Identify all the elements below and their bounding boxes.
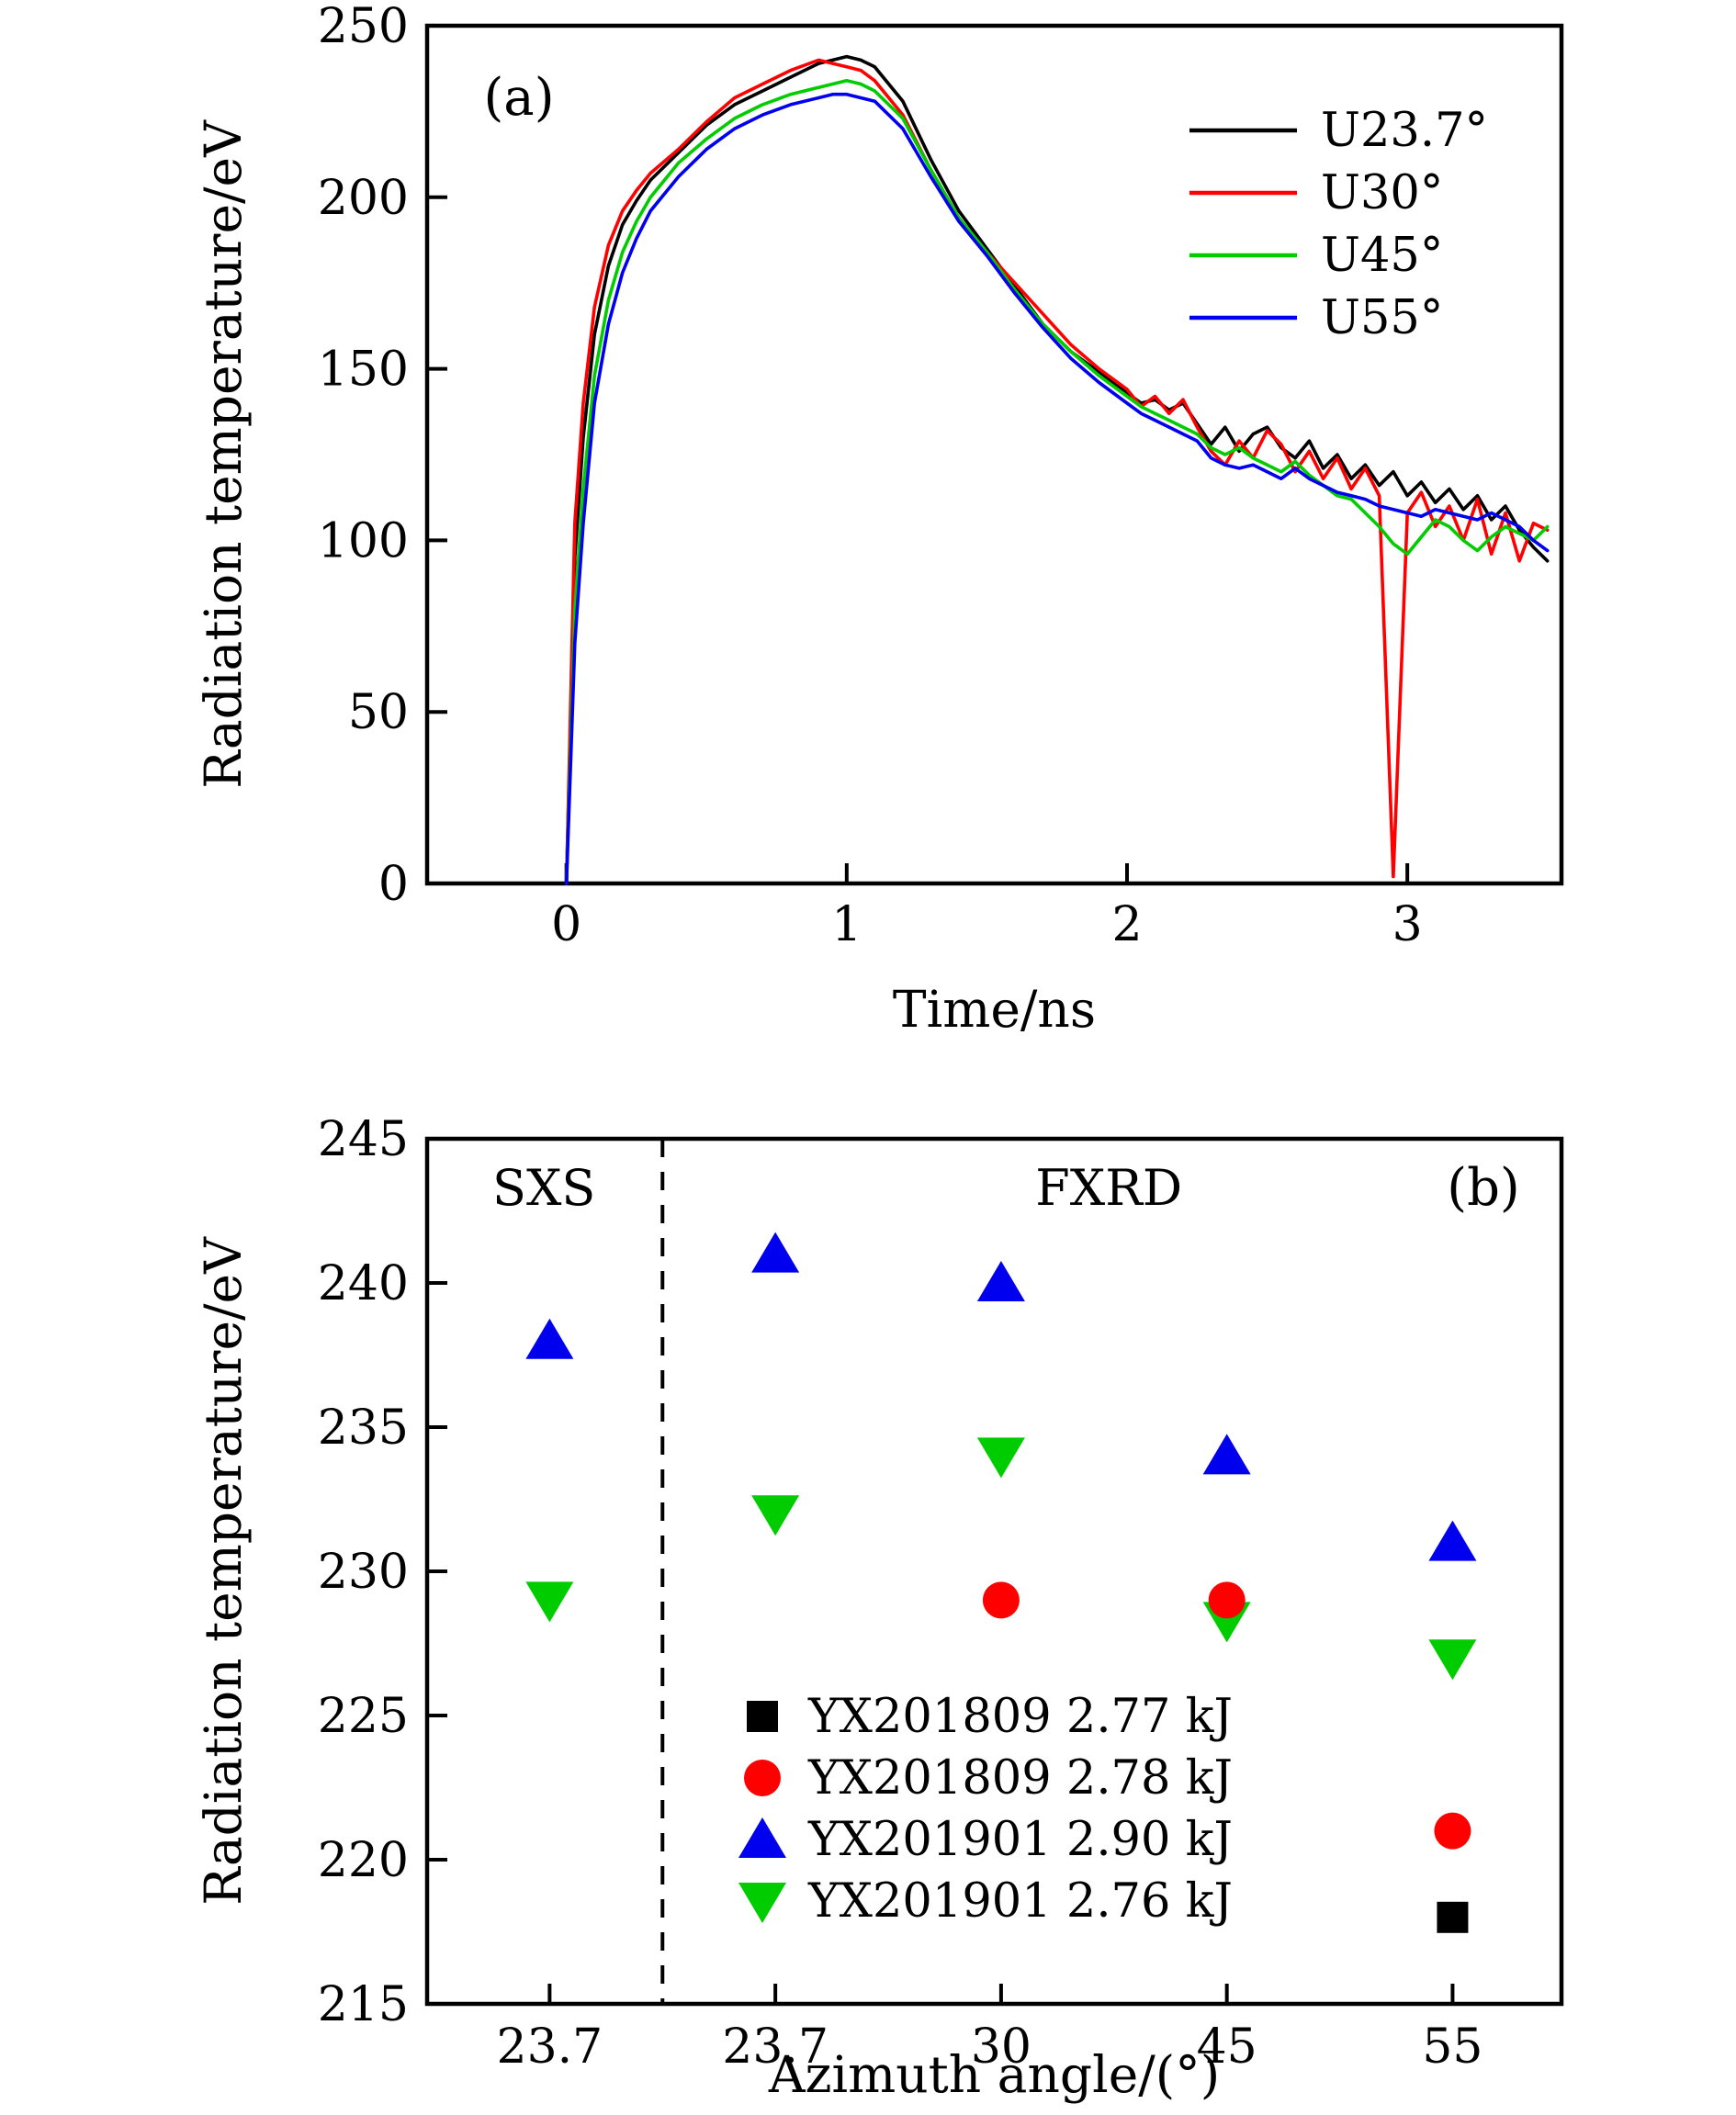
x-axis-title-a: Time/ns [893,980,1096,1039]
y-tick-label: 50 [348,685,409,740]
x-tick-label: 30 [971,2019,1031,2075]
panel-b-scatter-chart: 23.7 23.7 30 45 55 215 220 225 230 235 240 245 SXS FX… [194,1112,1564,2104]
legend-label: YX201901 2.76 kJ [807,1874,1233,1929]
marker-triangle-up [738,1817,786,1858]
marker-circle [1434,1812,1471,1850]
marker-triangle-up [976,1261,1025,1301]
legend-label: U45° [1321,229,1443,283]
marker-square [1437,1901,1469,1933]
legend-label: U55° [1321,291,1443,345]
y-tick-label: 220 [318,1833,409,1888]
x-tick-label: 0 [551,897,581,952]
x-tick-label: 45 [1197,2019,1257,2075]
y-tick-label: 225 [318,1689,409,1744]
panel-a-line-chart: 0 1 2 3 0 50 100 150 200 250 U23.7° U30° U45° U55° (a)… [194,0,1564,1039]
marker-square [747,1701,778,1732]
legend-label: YX201809 2.78 kJ [807,1751,1233,1806]
marker-triangle-down [1428,1639,1477,1681]
x-tick-label: 1 [831,897,862,952]
y-tick-label: 100 [318,513,409,568]
plot-border-a [424,23,1564,886]
x-tick-label: 23.7 [496,2019,603,2075]
y-axis-title-b: Radiation temperature/eV [194,1236,253,1906]
marker-triangle-down [751,1495,800,1536]
marker-triangle-up [1202,1434,1251,1475]
legend-label: YX201809 2.77 kJ [807,1690,1233,1744]
region-label-SXS: SXS [492,1159,595,1217]
marker-triangle-down [525,1581,574,1623]
marker-triangle-up [751,1232,800,1273]
series-line-U45° [564,79,1550,885]
y-tick-label: 215 [318,1977,409,2032]
legend-label: U30° [1321,166,1443,220]
x-tick-label: 3 [1392,897,1423,952]
y-tick-label: 150 [318,343,409,398]
legend-label: YX201901 2.90 kJ [807,1813,1233,1867]
series-line-U30° [564,58,1550,885]
x-axis-title-b: Azimuth angle/(°) [768,2045,1220,2104]
marker-triangle-up [1428,1520,1477,1561]
series-line-U55° [564,92,1550,885]
y-tick-label: 230 [318,1545,409,1600]
marker-triangle-down [976,1437,1025,1479]
y-axis-title-a: Radiation temperature/eV [194,119,253,789]
y-tick-label: 240 [318,1256,409,1311]
panel-label-a: (a) [483,68,554,128]
y-tick-label: 0 [378,857,409,912]
marker-triangle-up [525,1318,574,1359]
marker-circle [1208,1581,1246,1619]
series-line-U23.7° [564,54,1550,885]
x-tick-label: 55 [1422,2019,1482,2075]
marker-triangle-down [738,1883,786,1923]
marker-circle [744,1760,781,1796]
panel-label-b: (b) [1447,1158,1520,1218]
marker-circle [982,1581,1020,1619]
x-tick-label: 2 [1111,897,1142,952]
y-tick-label: 200 [318,171,409,226]
y-tick-label: 245 [318,1112,409,1167]
region-label-FXRD: FXRD [1035,1159,1182,1217]
y-tick-label: 235 [318,1401,409,1456]
legend-label: U23.7° [1321,104,1488,158]
y-tick-label: 250 [318,0,409,54]
x-tick-label: 23.7 [722,2019,829,2075]
